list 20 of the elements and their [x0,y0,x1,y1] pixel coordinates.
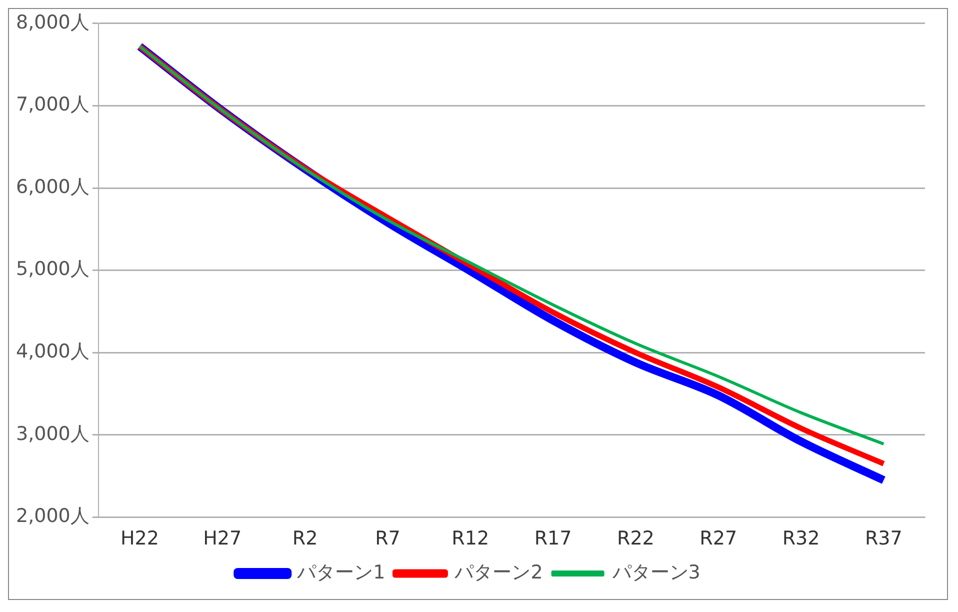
x-tick-label: R2 [292,528,318,550]
legend-label: パターン2 [454,561,543,584]
x-tick-label: H27 [203,528,242,550]
legend-label: パターン3 [611,561,700,584]
y-tick-label: 5,000人 [16,258,90,280]
y-tick-label: 6,000人 [16,176,90,198]
y-tick-label: 8,000人 [16,11,90,34]
x-tick-label: R12 [452,528,490,550]
x-tick-label: R37 [864,528,902,550]
x-tick-label: R7 [375,528,400,550]
y-tick-label: 7,000人 [16,94,90,116]
x-tick-label: R32 [782,528,820,550]
y-tick-label: 2,000人 [16,505,90,528]
y-tick-label: 3,000人 [16,422,90,445]
y-tick-label: 4,000人 [16,340,90,363]
legend-label: パターン1 [296,561,386,584]
x-tick-label: R27 [700,528,738,550]
x-tick-label: R22 [616,528,654,550]
x-tick-label: R17 [534,528,572,550]
x-tick-label: H22 [120,528,159,550]
